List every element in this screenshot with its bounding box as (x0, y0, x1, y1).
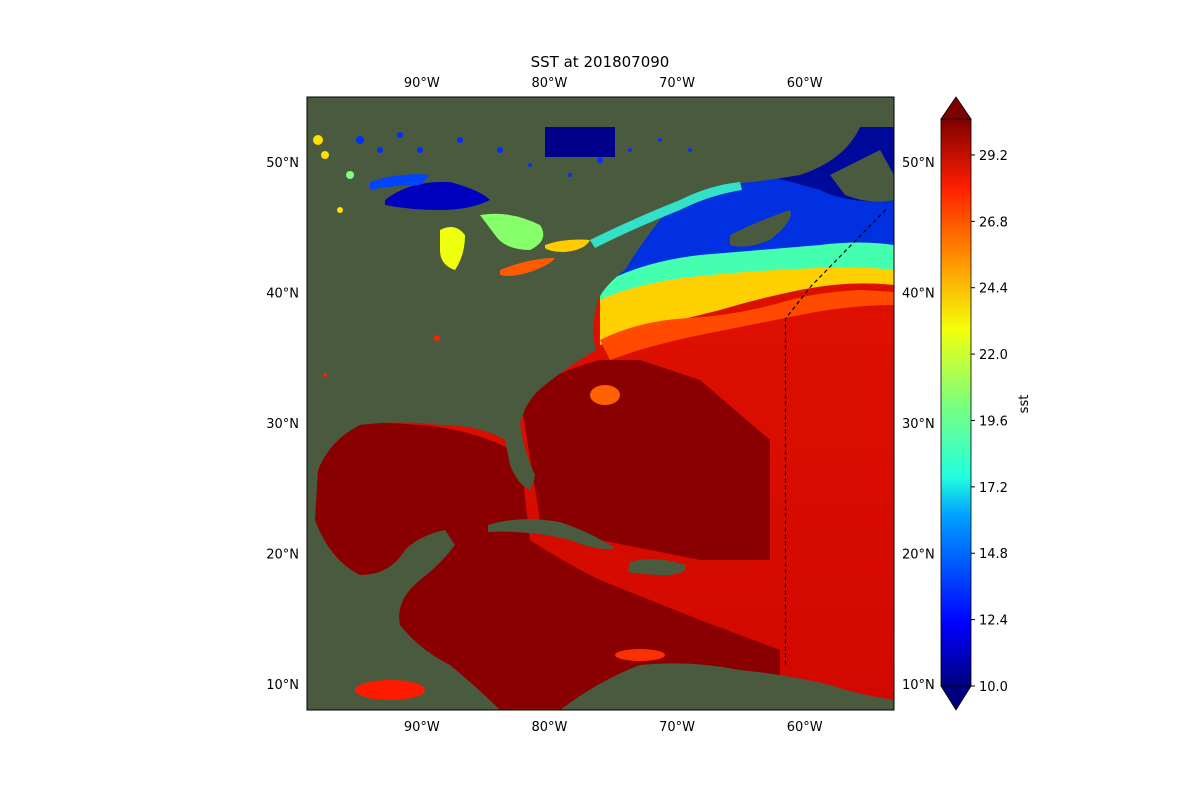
atlantic-hot (520, 360, 770, 560)
lon-tick-label-bottom: 80°W (532, 720, 568, 735)
lat-tick-label-left: 50°N (266, 156, 299, 171)
land-south-america (560, 663, 894, 710)
lon-ticks-bottom: 90°W 80°W 70°W 60°W (404, 720, 823, 735)
colorbar-tick-label: 26.8 (979, 215, 1008, 230)
land-florida (505, 440, 535, 490)
colorbar-tick-label: 22.0 (979, 348, 1008, 363)
lon-tick-label-top: 70°W (659, 76, 695, 91)
colorbar-ticks: 10.0 12.4 14.8 17.2 19.6 22.0 24.4 26.8 29.2 (971, 149, 1008, 695)
colorbar-tick-label: 19.6 (979, 414, 1008, 429)
lon-ticks-top: 90°W 80°W 70°W 60°W (404, 76, 823, 91)
lake-huron (480, 213, 544, 250)
lon-tick-label-top: 60°W (787, 76, 823, 91)
lat-tick-label-right: 50°N (902, 156, 935, 171)
lat-ticks-left: 10°N 20°N 30°N 40°N 50°N (266, 156, 299, 693)
small-lakes (356, 132, 692, 177)
colorbar-tick-label: 12.4 (979, 614, 1008, 629)
lon-tick-label-top: 90°W (404, 76, 440, 91)
lat-tick-label-right: 20°N (902, 547, 935, 562)
pacific-warm-patch (355, 680, 425, 700)
gulf-of-mexico (307, 422, 780, 710)
map-frame (306, 96, 895, 711)
lake-erie (500, 258, 555, 276)
western-lakes (313, 135, 440, 377)
colorbar-bar (940, 118, 972, 687)
colorbar-tick-label: 14.8 (979, 547, 1008, 562)
hudson-bay-water (545, 127, 615, 157)
colorbar-extend-bottom (940, 685, 972, 711)
colorbar: 10.0 12.4 14.8 17.2 19.6 22.0 24.4 26.8 29.2 sst (940, 96, 1032, 711)
lon-tick-label-top: 80°W (532, 76, 568, 91)
map-title: SST at 201807090 (531, 53, 670, 71)
st-lawrence (590, 182, 742, 248)
land-cuba (488, 519, 615, 549)
track-line (784, 207, 889, 665)
lake-superior (385, 181, 490, 210)
colorbar-tick-label: 24.4 (979, 282, 1008, 297)
colorbar-tick-label: 17.2 (979, 481, 1008, 496)
lat-tick-label-right: 40°N (902, 287, 935, 302)
lat-tick-label-right: 30°N (902, 417, 935, 432)
colorbar-tick-label: 29.2 (979, 149, 1008, 164)
lat-tick-label-left: 20°N (266, 547, 299, 562)
ocean-gulf-stream (600, 290, 894, 360)
colorbar-extend-top (940, 96, 972, 120)
map-panel (307, 97, 894, 710)
lat-ticks-right: 10°N 20°N 30°N 40°N 50°N (902, 156, 935, 693)
lat-tick-label-left: 40°N (266, 287, 299, 302)
lake-superior-edge (370, 174, 430, 190)
ocean-yellow-front (600, 267, 894, 345)
lat-tick-label-right: 10°N (902, 678, 935, 693)
venezuela-coastal-warm (615, 649, 665, 661)
colorbar-label: sst (1017, 395, 1032, 414)
land-hispaniola (628, 559, 686, 575)
lake-michigan (440, 226, 465, 270)
lat-tick-label-left: 10°N (266, 678, 299, 693)
land-newfoundland (830, 150, 894, 202)
land-nova-scotia (730, 210, 791, 247)
lon-tick-label-bottom: 60°W (787, 720, 823, 735)
lon-tick-label-bottom: 70°W (659, 720, 695, 735)
lon-tick-label-bottom: 90°W (404, 720, 440, 735)
colorbar-tick-label: 10.0 (979, 680, 1008, 695)
lat-tick-label-left: 30°N (266, 417, 299, 432)
warm-eddy (590, 385, 620, 405)
lake-ontario (545, 239, 590, 252)
